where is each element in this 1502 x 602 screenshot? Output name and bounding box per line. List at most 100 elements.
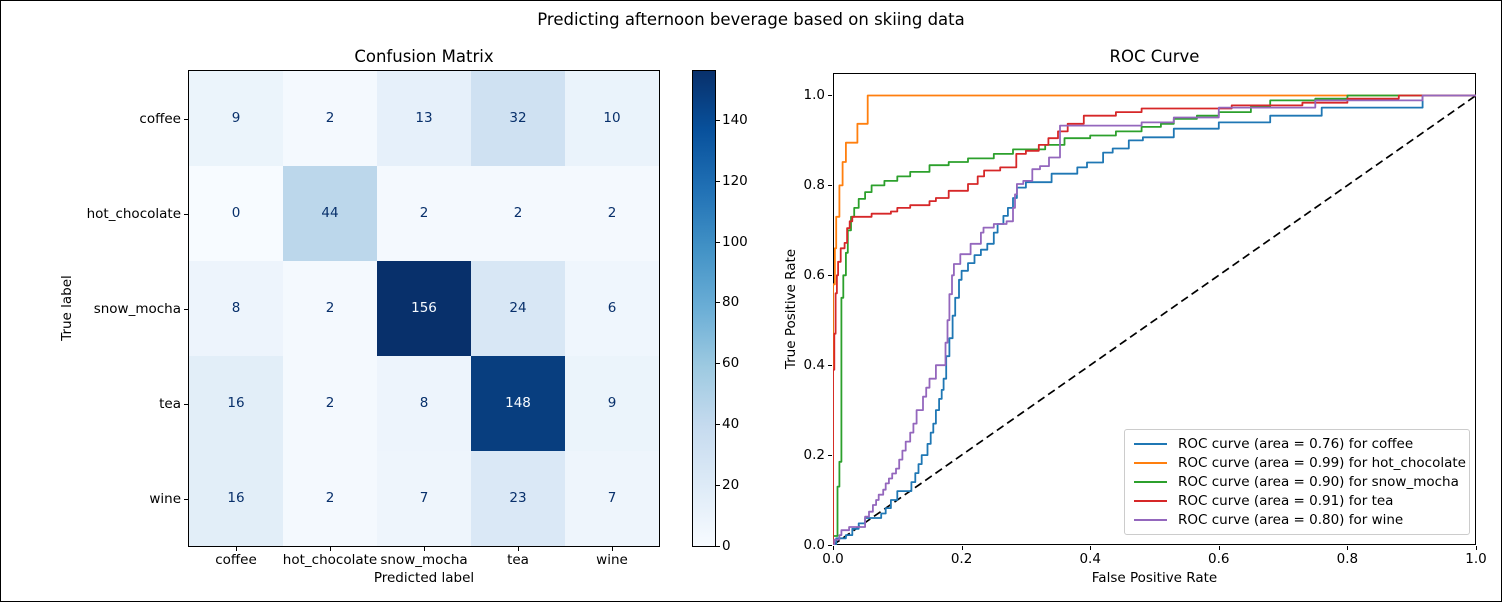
cm-ytick <box>184 403 188 405</box>
matrix-cell-value: 44 <box>321 205 339 221</box>
roc-xtick-label: 0.4 <box>1079 551 1101 567</box>
colorbar-tick-label: 20 <box>722 477 740 494</box>
cm-row-label-hot_chocolate: hot_chocolate <box>86 205 181 222</box>
matrix-cell-value: 16 <box>227 395 245 411</box>
colorbar-tick-label: 140 <box>722 111 748 128</box>
roc-xtick-label: 0.8 <box>1336 551 1359 567</box>
roc-legend: ROC curve (area = 0.76) for coffee ROC cu… <box>1124 429 1470 535</box>
colorbar-tick <box>716 241 720 243</box>
cm-row-label-tea: tea <box>159 395 181 412</box>
legend-entry-hot_chocolate: ROC curve (area = 0.99) for hot_chocolat… <box>1134 455 1466 471</box>
legend-line-sample <box>1134 443 1167 446</box>
cm-xtick <box>424 547 425 551</box>
legend-line-sample <box>1134 462 1167 465</box>
roc-xtick-label: 0.2 <box>950 551 973 567</box>
legend-line-sample <box>1134 518 1167 521</box>
matrix-cell-coffee-snow_mocha: 13 <box>377 71 471 166</box>
roc-title: ROC Curve <box>1109 47 1200 66</box>
colorbar-tick <box>716 119 720 121</box>
matrix-cell-snow_mocha-hot_chocolate: 2 <box>283 261 377 356</box>
roc-ytick <box>828 545 832 546</box>
roc-curve-wine <box>833 94 1476 545</box>
colorbar-tick <box>716 485 720 487</box>
matrix-cell-value: 2 <box>419 205 429 221</box>
matrix-cell-hot_chocolate-snow_mocha: 2 <box>377 166 471 261</box>
legend-label: ROC curve (area = 0.76) for coffee <box>1178 436 1414 453</box>
matrix-cell-value: 0 <box>231 205 241 221</box>
roc-ytick <box>828 185 832 187</box>
roc-plot <box>833 73 1476 545</box>
roc-xlabel: False Positive Rate <box>1091 570 1218 586</box>
colorbar-tick-label: 60 <box>722 355 740 372</box>
matrix-cell-tea-wine: 9 <box>565 356 659 451</box>
matrix-cell-value: 10 <box>603 110 621 126</box>
matrix-cell-hot_chocolate-wine: 2 <box>565 166 659 261</box>
matrix-cell-tea-tea: 148 <box>471 356 565 451</box>
colorbar-tick <box>716 302 720 304</box>
matrix-cell-hot_chocolate-coffee: 0 <box>189 166 283 261</box>
cm-xtick <box>236 547 237 551</box>
confusion-matrix-heatmap: 9 2 13 32 10 0 44 2 2 2 8 2 156 24 6 16 2 8 148 9 16 2 7 23 7 <box>188 70 660 547</box>
roc-ytick-label: 0.2 <box>803 447 825 464</box>
matrix-cell-tea-snow_mocha: 8 <box>377 356 471 451</box>
roc-ytick-label: 0.6 <box>803 267 825 284</box>
roc-xtick-label: 1.0 <box>1465 551 1487 567</box>
matrix-cell-tea-coffee: 16 <box>189 356 283 451</box>
matrix-cell-wine-tea: 23 <box>471 451 565 546</box>
roc-ytick <box>828 365 832 367</box>
legend-label: ROC curve (area = 0.99) for hot_chocolat… <box>1178 455 1466 472</box>
figure-suptitle: Predicting afternoon beverage based on s… <box>537 10 965 29</box>
roc-ytick-label: 0.0 <box>803 537 825 553</box>
matrix-cell-value: 23 <box>509 490 527 506</box>
legend-entry-snow_mocha: ROC curve (area = 0.90) for snow_mocha <box>1134 474 1460 490</box>
matrix-cell-value: 9 <box>231 110 241 126</box>
roc-ytick-label: 0.8 <box>803 177 825 194</box>
cm-row-label-wine: wine <box>149 490 181 507</box>
matrix-cell-tea-hot_chocolate: 2 <box>283 356 377 451</box>
colorbar-tick-label: 80 <box>722 294 740 311</box>
legend-entry-coffee: ROC curve (area = 0.76) for coffee <box>1134 436 1460 452</box>
cm-xtick <box>330 547 331 551</box>
colorbar-tick-label: 100 <box>722 233 748 250</box>
matrix-cell-value: 2 <box>607 205 617 221</box>
matrix-cell-wine-hot_chocolate: 2 <box>283 451 377 546</box>
matrix-cell-value: 2 <box>325 300 335 316</box>
matrix-cell-value: 2 <box>325 395 335 411</box>
matrix-cell-hot_chocolate-hot_chocolate: 44 <box>283 166 377 261</box>
matrix-cell-value: 7 <box>607 490 617 506</box>
roc-xtick <box>961 546 963 550</box>
roc-curve-tea <box>833 94 1476 545</box>
roc-ytick-label: 0.4 <box>803 357 825 374</box>
roc-xtick <box>833 546 834 550</box>
matrix-cell-wine-coffee: 16 <box>189 451 283 546</box>
roc-ytick-label: 1.0 <box>803 87 825 104</box>
cm-xtick <box>518 547 519 551</box>
matrix-cell-coffee-coffee: 9 <box>189 71 283 166</box>
roc-curve-hot_chocolate <box>833 94 1476 545</box>
matrix-cell-value: 9 <box>607 395 617 411</box>
matrix-cell-value: 2 <box>325 110 335 126</box>
matrix-cell-coffee-tea: 32 <box>471 71 565 166</box>
roc-ytick <box>828 455 832 457</box>
matrix-cell-value: 7 <box>419 490 429 506</box>
matrix-cell-coffee-wine: 10 <box>565 71 659 166</box>
colorbar-tick-label: 40 <box>722 416 740 433</box>
legend-line-sample <box>1134 480 1167 483</box>
roc-xtick <box>1476 546 1477 550</box>
roc-xtick <box>1218 546 1220 550</box>
legend-label: ROC curve (area = 0.91) for tea <box>1178 492 1394 509</box>
roc-xtick-label: 0.6 <box>1208 551 1230 567</box>
colorbar-tick <box>716 546 720 547</box>
roc-curve-coffee <box>833 94 1476 545</box>
matrix-cell-value: 8 <box>419 395 429 411</box>
roc-ytick <box>828 275 832 277</box>
roc-ytick <box>828 95 832 97</box>
matrix-cell-wine-wine: 7 <box>565 451 659 546</box>
roc-xtick <box>1347 546 1349 550</box>
colorbar-tick-label: 120 <box>722 172 748 189</box>
roc-xtick <box>1090 546 1092 550</box>
matrix-cell-wine-snow_mocha: 7 <box>377 451 471 546</box>
colorbar-tick <box>716 424 720 426</box>
colorbar <box>692 70 716 547</box>
